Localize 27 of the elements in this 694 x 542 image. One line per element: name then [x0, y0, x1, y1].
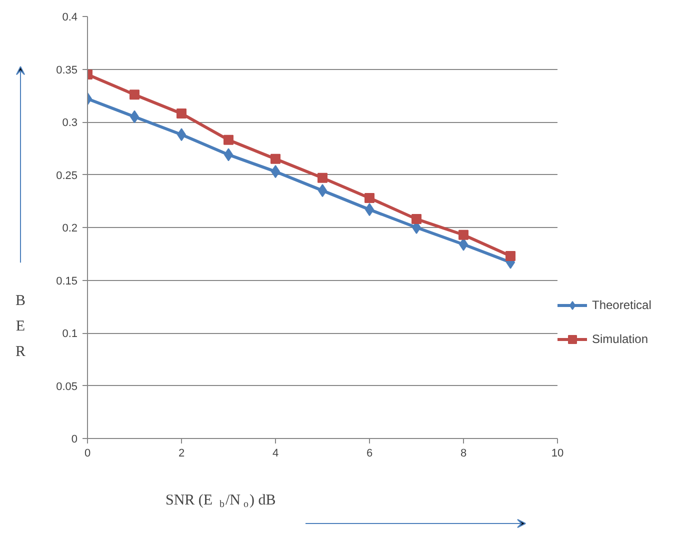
point — [224, 134, 234, 145]
y-tick-label: 0 — [71, 434, 78, 446]
y-tick-label: 0.4 — [62, 12, 78, 24]
legend-label: Theoretical — [592, 298, 652, 312]
y-tick-label: 0.35 — [56, 64, 78, 76]
y-tick-label: 0.3 — [62, 117, 78, 129]
y-tick-label: 0.05 — [56, 380, 78, 393]
point — [270, 154, 280, 164]
point — [506, 250, 516, 261]
point — [130, 90, 140, 100]
point — [364, 192, 374, 203]
y-tick-label: 0.25 — [56, 170, 78, 182]
x-tick-label: 0 — [84, 448, 91, 460]
point — [176, 108, 186, 119]
point — [412, 214, 422, 224]
legend-label: Simulation — [592, 332, 648, 346]
x-tick-label: 8 — [460, 448, 467, 460]
x-tick-label: 6 — [366, 448, 373, 460]
y-tick-label: 0.2 — [62, 222, 78, 234]
point — [458, 230, 468, 240]
x-tick-label: 10 — [551, 448, 564, 460]
x-tick-label: 2 — [178, 448, 185, 460]
y-tick-label: 0.15 — [56, 275, 78, 288]
y-axis-title: B E R — [16, 292, 26, 360]
point — [318, 172, 328, 183]
x-tick-label: 4 — [272, 448, 279, 460]
y-tick-label: 0.1 — [62, 328, 78, 340]
